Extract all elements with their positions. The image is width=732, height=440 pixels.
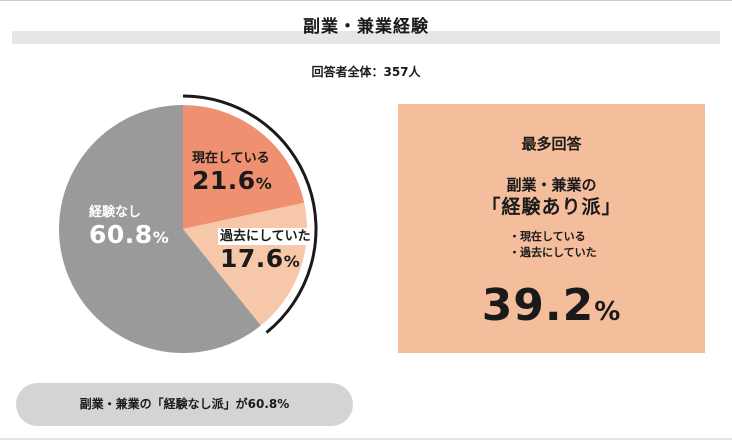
slice-label-past: 過去にしていた 17.6% (218, 228, 313, 276)
panel-type-label: 「経験あり派」 (481, 196, 622, 218)
footer-summary: 副業・兼業の「経験なし派」が60.8% (16, 383, 353, 426)
highlight-bracket-arc (182, 94, 318, 334)
slice-name-none: 経験なし (89, 205, 142, 220)
respondent-count: 回答者全体：357人 (311, 65, 421, 79)
panel-heading: 最多回答 (521, 135, 582, 153)
slice-name-current: 現在している (192, 151, 270, 166)
summary-panel: 最多回答 副業・兼業の 「経験あり派」 ・現在している ・過去にしていた 39.… (398, 104, 705, 353)
slice-value-none: 60.8% (89, 220, 170, 249)
pie-slice-none (59, 105, 261, 353)
slice-label-none: 経験なし 60.8% (89, 204, 169, 252)
pie-slice-current (183, 105, 305, 229)
panel-item-past: ・過去にしていた (509, 246, 597, 259)
bottom-rule (0, 438, 732, 440)
slice-value-past: 17.6% (220, 244, 301, 273)
top-rule (0, 0, 732, 1)
page-title: 副業・兼業経験 (303, 17, 429, 37)
panel-total-value: 39.2% (481, 280, 622, 331)
title-bar (12, 31, 720, 44)
slice-name-past: 過去にしていた (218, 228, 313, 245)
panel-subheading: 副業・兼業の (506, 176, 597, 194)
panel-item-current: ・現在している (509, 230, 586, 243)
slice-label-current: 現在している 21.6% (192, 150, 272, 198)
slice-value-current: 21.6% (192, 166, 273, 195)
panel-item-list: ・現在している ・過去にしていた (509, 229, 597, 261)
